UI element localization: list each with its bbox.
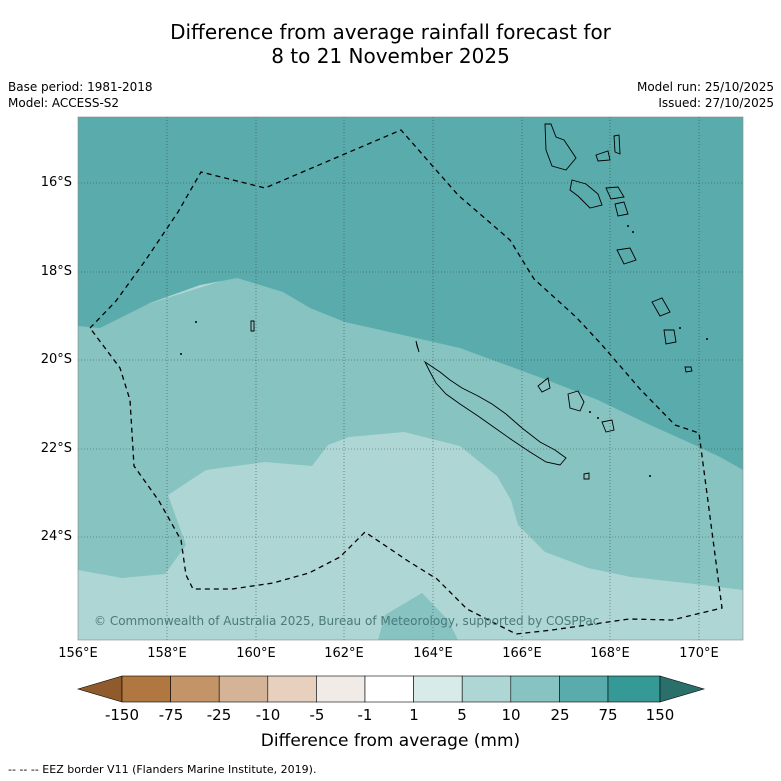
model-run-text: Model run: 25/10/2025 [636, 80, 774, 94]
coastline-new-caledonia [423, 360, 567, 466]
coastline-bellona [250, 320, 255, 332]
colorbar-tick-label: 150 [645, 706, 675, 724]
copyright-text: © Commonwealth of Australia 2025, Bureau… [94, 614, 600, 628]
coastline-erromango [616, 247, 637, 265]
colorbar-segment [267, 675, 317, 703]
colorbar-segment [559, 675, 609, 703]
lon-label: 160°E [236, 646, 276, 661]
coastline-malakula [569, 179, 603, 209]
colorbar-extension-high [659, 675, 706, 703]
coastline-maewo [595, 150, 611, 162]
colorbar-tick-label: -25 [206, 706, 232, 724]
colorbar-tick-label: 25 [550, 706, 570, 724]
model-text: Model: ACCESS-S2 [8, 96, 120, 110]
colorbar-segment [218, 675, 269, 703]
lon-label: 168°E [590, 646, 630, 661]
colorbar-segment [121, 675, 171, 703]
colorbar-tick-label: 10 [501, 706, 521, 724]
small-islands [180, 225, 708, 477]
colorbar-tick-label: -10 [255, 706, 281, 724]
lon-label: 162°E [324, 646, 364, 661]
coastline-aneityum [663, 329, 677, 345]
lat-label: 24°S [40, 529, 72, 544]
colorbar-title: Difference from average (mm) [260, 731, 521, 751]
colorbar-tick-label: -75 [158, 706, 184, 724]
colorbar-segment [461, 675, 512, 703]
coastline-espiritu-santo [544, 123, 577, 171]
colorbar-tick-label: 5 [457, 706, 467, 724]
coastline-epi [605, 186, 625, 200]
colorbar-tick-label: -5 [309, 706, 325, 724]
colorbar-segment [170, 675, 220, 703]
base-period-text: Base period: 1981-2018 [8, 80, 153, 94]
region-10-to-25-south [378, 593, 458, 640]
colorbar [76, 675, 706, 703]
coastlines [250, 123, 693, 480]
coastline-walpole [684, 366, 693, 373]
lon-label: 156°E [58, 646, 98, 661]
lon-label: 170°E [679, 646, 719, 661]
colorbar-tick-label: 1 [409, 706, 419, 724]
coastline-lifou [567, 390, 585, 412]
coastline-island-chesterfield [415, 340, 420, 353]
map-area [78, 117, 743, 640]
coastline-mare [601, 419, 615, 433]
lon-label: 164°E [413, 646, 453, 661]
coastline-pentecost [613, 134, 621, 155]
coastline-efate [614, 201, 629, 217]
colorbar-segment [510, 675, 560, 703]
lon-label: 166°E [502, 646, 542, 661]
colorbar-tick-label: -1 [357, 706, 373, 724]
lat-label: 22°S [40, 441, 72, 456]
coastline-isle-of-pines [583, 472, 590, 480]
colorbar-tick-label: 75 [598, 706, 618, 724]
lat-label: 20°S [40, 352, 72, 367]
lat-label: 16°S [40, 175, 72, 190]
colorbar-segment [364, 675, 414, 703]
eez-legend-note: -- -- -- EEZ border V11 (Flanders Marine… [8, 763, 317, 776]
issued-text: Issued: 27/10/2025 [658, 96, 774, 110]
map-title-line-1: Difference from average rainfall forecas… [170, 20, 611, 44]
lat-label: 18°S [40, 264, 72, 279]
colorbar-segment [607, 675, 661, 703]
colorbar-tick-label: -150 [104, 706, 140, 724]
lon-label: 158°E [147, 646, 187, 661]
colorbar-segment [413, 675, 463, 703]
map-title-line-2: 8 to 21 November 2025 [271, 44, 510, 68]
coastline-ouvea [537, 377, 551, 393]
coastline-tanna [651, 297, 671, 317]
colorbar-extension-low [76, 675, 123, 703]
eez-border [89, 129, 723, 635]
region-25-to-75 [78, 117, 743, 470]
map-frame [77, 116, 744, 641]
colorbar-segment [316, 675, 366, 703]
